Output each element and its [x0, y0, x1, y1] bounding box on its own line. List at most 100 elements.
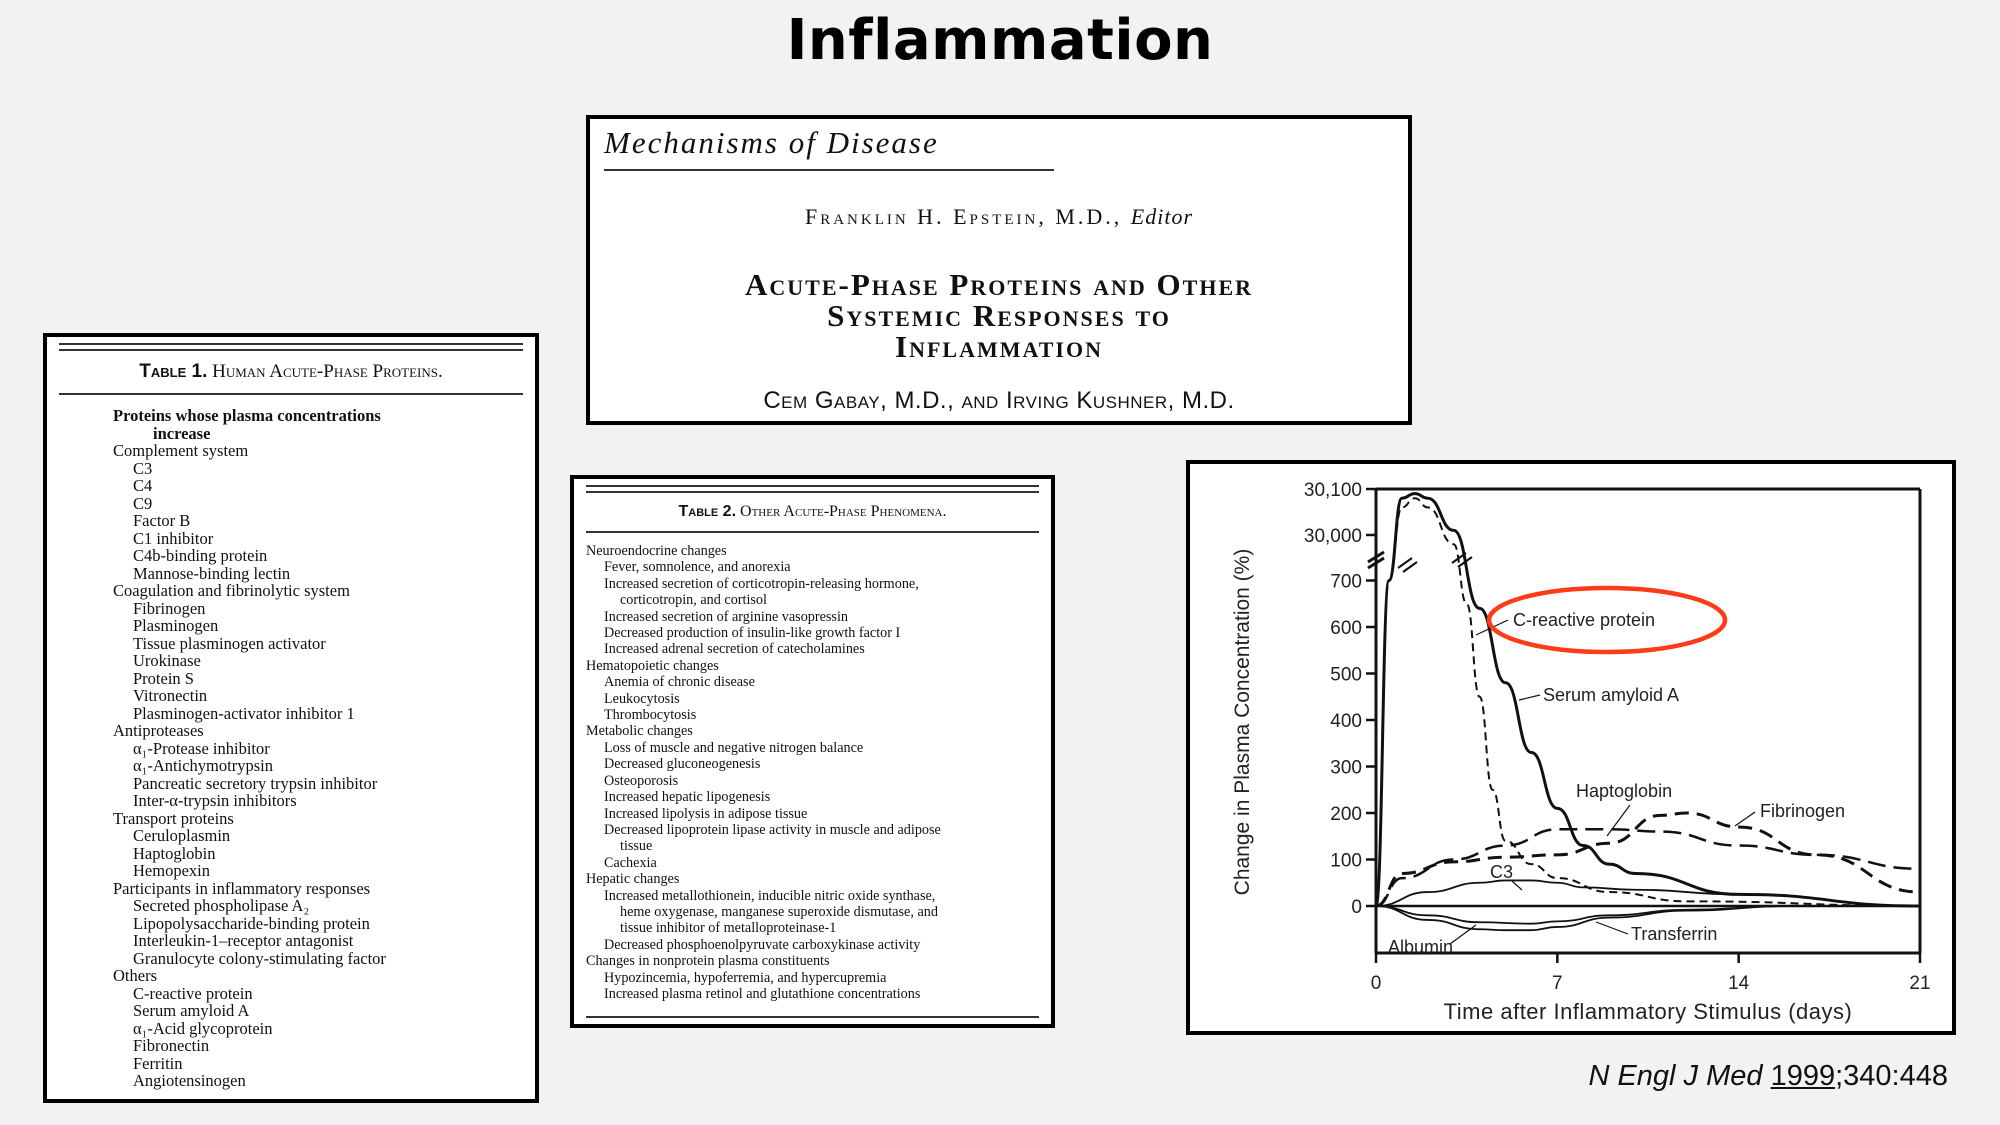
table-row: Urokinase — [133, 651, 201, 670]
table-row: tissue inhibitor of metalloproteinase-1 — [620, 920, 837, 937]
table-row: Granulocyte colony-stimulating factor — [133, 948, 386, 968]
x-tick-label: 21 — [1909, 973, 1930, 994]
table-row: Increased secretion of corticotropin-rel… — [604, 575, 919, 592]
table-row: Increased metallothionein, inducible nit… — [604, 887, 936, 904]
headline-line: Inflammation — [895, 329, 1103, 364]
table-title: Human Acute-Phase Proteins. — [212, 361, 443, 382]
series-label: Transferrin — [1631, 924, 1717, 944]
axis-break-icon — [1367, 550, 1385, 570]
article-header-box: Mechanisms of Disease Franklin H. Epstei… — [586, 115, 1412, 425]
table-row: Lipopolysaccharide-binding protein — [133, 913, 370, 933]
article-authors: Cem Gabay, M.D., and Irving Kushner, M.D… — [763, 387, 1235, 414]
citation-year-link[interactable]: 1999 — [1770, 1060, 1836, 1092]
table-header: Proteins whose plasma concentrations — [113, 406, 381, 425]
editor-role: Editor — [1130, 204, 1194, 229]
series-line-fibrinogen — [1375, 811, 1921, 908]
table-category: Coagulation and fibrinolytic system — [113, 581, 350, 600]
table-row: Decreased lipoprotein lipase activity in… — [604, 821, 941, 838]
headline-line: Systemic Responses to — [827, 298, 1171, 333]
y-tick-label: 500 — [1330, 665, 1362, 686]
table-row: Decreased gluconeogenesis — [604, 756, 761, 773]
y-tick-label: 200 — [1330, 804, 1362, 825]
table-category: Hepatic changes — [586, 871, 680, 888]
table-row: heme oxygenase, manganese superoxide dis… — [620, 903, 938, 920]
divider — [586, 485, 1039, 493]
series-line-serum-amyloid-a — [1374, 492, 1921, 908]
table-row: Pancreatic secretory trypsin inhibitor — [133, 773, 378, 793]
table-body: Proteins whose plasma concentrations inc… — [113, 407, 386, 1090]
table-row: Plasminogen-activator inhibitor 1 — [133, 703, 355, 723]
highlight-ellipse — [1486, 585, 1728, 655]
table-row: Serum amyloid A — [133, 1001, 250, 1020]
table-row: α₁-Acid glycoprotein — [133, 1018, 273, 1038]
table-row: Fibrinogen — [133, 598, 206, 618]
series-line-transferrin — [1375, 905, 1920, 925]
divider — [586, 531, 1039, 533]
series-label: Albumin — [1388, 937, 1453, 957]
table-category: Hematopoietic changes — [586, 657, 719, 674]
table-row: corticotropin, and cortisol — [620, 592, 767, 609]
citation-volume: ;340:448 — [1835, 1060, 1948, 1092]
table-row: Angiotensinogen — [133, 1071, 246, 1090]
table-row: Vitronectin — [133, 686, 208, 705]
table-body: Neuroendocrine changes Fever, somnolence,… — [586, 543, 941, 1002]
table-row: Interleukin-1–receptor antagonist — [133, 931, 354, 950]
table-row: Increased plasma retinol and glutathione… — [604, 985, 921, 1002]
table-row: Thrombocytosis — [604, 707, 697, 724]
table-row: Fever, somnolence, and anorexia — [604, 559, 791, 576]
table-row: Inter-α-trypsin inhibitors — [133, 791, 297, 810]
series-label: C3 — [1490, 862, 1513, 882]
table-2-acute-phase-phenomena: Table 2. Other Acute-Phase Phenomena. Ne… — [570, 475, 1055, 1028]
table-row: C4b-binding protein — [133, 546, 268, 565]
table-caption: Table 1. Human Acute-Phase Proteins. — [47, 361, 535, 383]
curve-break-icon — [1397, 552, 1473, 573]
table-row: Decreased phosphoenolpyruvate carboxykin… — [604, 936, 921, 953]
table-category: Neuroendocrine changes — [586, 543, 727, 559]
series-label: Haptoglobin — [1576, 781, 1672, 801]
citation-journal: N Engl J Med — [1588, 1060, 1763, 1092]
table-row: Cachexia — [604, 854, 657, 871]
y-tick-label: 30,000 — [1304, 526, 1362, 547]
x-tick-label: 7 — [1552, 973, 1563, 994]
acute-phase-chart: 0 100 200 300 400 500 600 700 30,000 30,100 0 7 14 21… — [1186, 460, 1956, 1035]
table-title: Other Acute-Phase Phenomena. — [740, 503, 947, 520]
table-caption: Table 2. Other Acute-Phase Phenomena. — [574, 503, 1051, 521]
divider — [59, 393, 523, 395]
citation: N Engl J Med 1999;340:448 — [1588, 1060, 1948, 1093]
y-tick-label: 0 — [1351, 897, 1362, 918]
table-row: Increased hepatic lipogenesis — [604, 789, 771, 806]
x-tick-label: 0 — [1371, 973, 1382, 994]
series-line-c3 — [1375, 879, 1921, 907]
table-row: Secreted phospholipase A₂ — [133, 896, 310, 915]
table-rows: Complement system C3 C4 C9 Factor B C1 inhibi… — [113, 442, 386, 1090]
table-row: Haptoglobin — [133, 843, 216, 863]
table-header: increase — [153, 423, 211, 443]
y-tick-label: 30,100 — [1304, 480, 1362, 501]
table-row: Protein S — [133, 668, 194, 688]
table-row: Plasminogen — [133, 616, 219, 635]
divider — [59, 343, 523, 351]
table-category: Complement system — [113, 441, 249, 460]
table-row: Hypozincemia, hypoferremia, and hypercup… — [604, 969, 887, 986]
table-row: Mannose-binding lectin — [133, 563, 291, 583]
table-row: Anemia of chronic disease — [604, 674, 755, 691]
table-row: Increased secretion of arginine vasopres… — [604, 608, 848, 625]
table-row: Fibronectin — [133, 1036, 210, 1055]
table-label: Table 1. — [139, 361, 208, 382]
series-label: C-reactive protein — [1513, 610, 1655, 630]
series-line-haptoglobin — [1375, 828, 1921, 908]
line-chart: 0 100 200 300 400 500 600 700 30,000 30,100 0 7 14 21… — [1231, 480, 1931, 1024]
y-tick-label: 300 — [1330, 758, 1362, 779]
table-row: C9 — [133, 493, 153, 513]
y-tick-label: 400 — [1330, 711, 1362, 732]
table-row: Ceruloplasmin — [133, 826, 231, 845]
x-axis-label: Time after Inflammatory Stimulus (days) — [1444, 999, 1853, 1024]
article-headline: Acute-Phase Proteins and Other Systemic … — [590, 269, 1408, 362]
table-category: Metabolic changes — [586, 723, 693, 740]
table-row: Decreased production of insulin-like gro… — [604, 625, 901, 642]
table-row: Hemopexin — [133, 861, 210, 880]
table-label: Table 2. — [678, 503, 737, 520]
table-row: Loss of muscle and negative nitrogen bal… — [604, 739, 864, 756]
table-row: C3 — [133, 458, 153, 478]
editor-name: Franklin H. Epstein, M.D., — [804, 204, 1123, 229]
